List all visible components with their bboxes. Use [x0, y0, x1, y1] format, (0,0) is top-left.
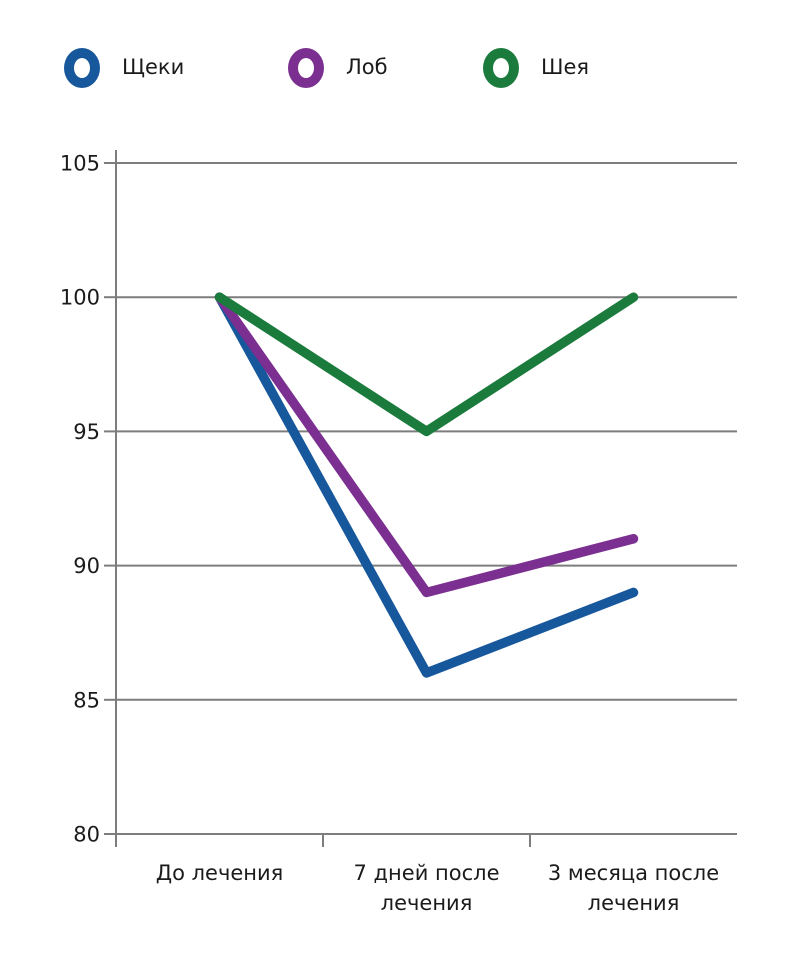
- ring-marker-icon: [483, 47, 519, 88]
- legend-label: Шея: [541, 55, 590, 79]
- legend-item-1: Лоб: [288, 47, 388, 88]
- ring-marker-icon: [64, 47, 100, 88]
- legend: Щеки Лоб Шея: [0, 0, 806, 110]
- y-tick-label: 105: [60, 152, 100, 176]
- legend-label: Щеки: [122, 55, 185, 79]
- y-tick-label: 100: [60, 286, 100, 310]
- legend-item-2: Шея: [483, 47, 589, 88]
- series-line-1: [214, 292, 639, 598]
- series-line-0: [214, 292, 639, 678]
- legend-label: Лоб: [346, 55, 388, 79]
- ring-marker-icon: [288, 47, 324, 88]
- y-tick-label: 85: [73, 688, 100, 712]
- series-line-2: [214, 292, 639, 437]
- legend-item-0: Щеки: [64, 47, 184, 88]
- y-tick-label: 80: [73, 823, 100, 847]
- y-tick-label: 90: [73, 554, 100, 578]
- y-tick-label: 95: [73, 420, 100, 444]
